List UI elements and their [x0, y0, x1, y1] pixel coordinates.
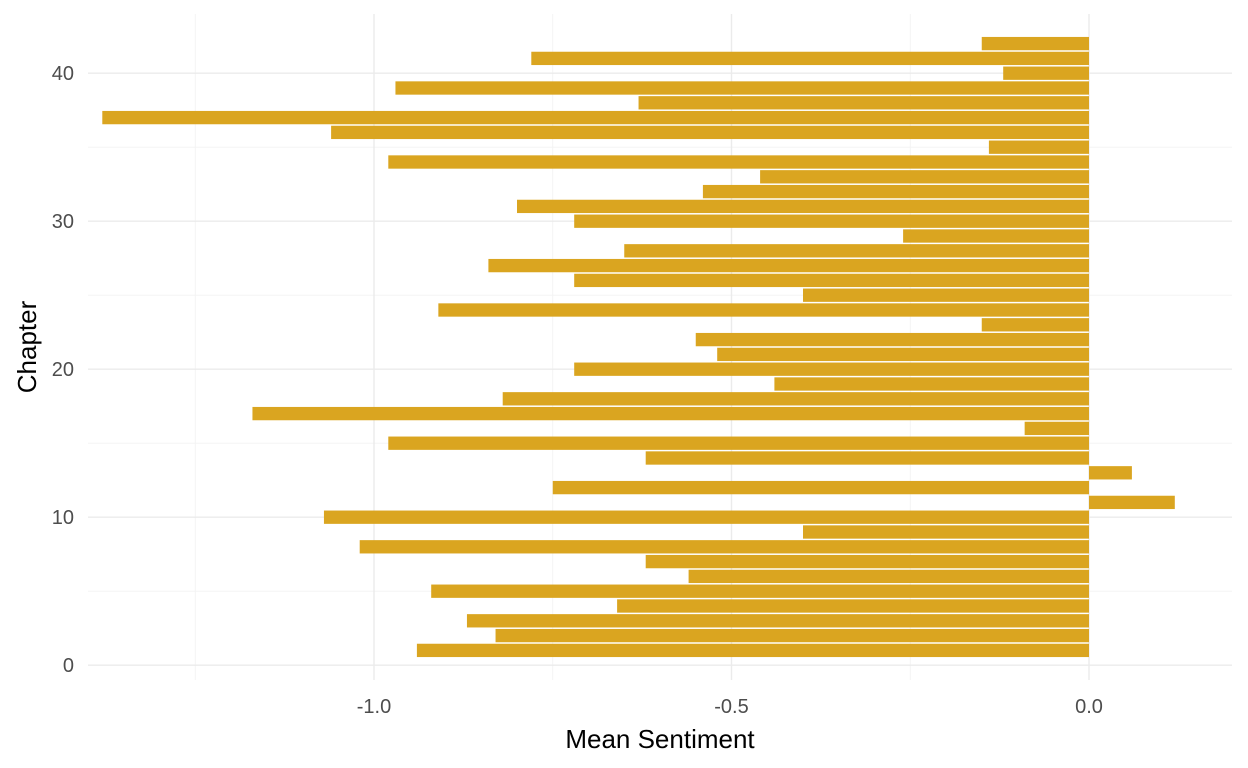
bar-chapter-4: [617, 599, 1089, 613]
bar-chapter-6: [688, 569, 1089, 584]
bar-chapter-7: [645, 554, 1089, 569]
bar-chapter-2: [495, 628, 1089, 643]
bar-chapter-31: [517, 199, 1089, 214]
bar-chapter-27: [488, 258, 1089, 273]
bar-chapter-26: [574, 273, 1089, 288]
bar-chapter-10: [323, 510, 1089, 524]
x-tick-label: 0.0: [1075, 696, 1103, 718]
bar-chapter-39: [395, 81, 1089, 95]
bar-chapter-28: [624, 244, 1089, 258]
bar-chapter-25: [803, 288, 1089, 302]
bar-chapter-14: [645, 451, 1089, 465]
y-tick-label: 20: [52, 359, 74, 381]
bar-chapter-34: [388, 155, 1089, 169]
bar-chapter-38: [638, 96, 1089, 110]
y-tick-label: 10: [52, 507, 74, 529]
bar-chapter-18: [502, 392, 1089, 406]
bar-chapter-16: [1024, 421, 1089, 436]
bar-chapter-8: [359, 540, 1089, 554]
bar-chapter-36: [331, 125, 1090, 140]
bar-chapter-37: [102, 110, 1090, 125]
bar-chapter-11: [1089, 495, 1175, 510]
tick-labels: -1.0 -0.5 0.0 0 10 20 30 40: [52, 63, 1103, 718]
x-axis-title: Mean Sentiment: [565, 724, 755, 754]
bar-chapter-21: [717, 347, 1089, 362]
bar-chapter-12: [552, 480, 1089, 495]
bar-chapter-24: [438, 303, 1090, 317]
bar-chapter-1: [416, 643, 1089, 658]
x-tick-label: -0.5: [714, 696, 748, 718]
bar-chapter-13: [1089, 466, 1132, 480]
bar-chapter-5: [431, 584, 1089, 598]
bar-chapter-22: [695, 332, 1089, 347]
bar-chapter-15: [388, 436, 1089, 450]
bar-chapter-20: [574, 362, 1089, 376]
bar-chapter-40: [1003, 66, 1089, 80]
bar-chapter-41: [531, 51, 1089, 66]
bar-chapter-3: [466, 614, 1089, 628]
y-axis-title: Chapter: [12, 300, 42, 393]
bars: [102, 36, 1175, 658]
bar-chapter-29: [903, 229, 1089, 243]
y-tick-label: 0: [63, 655, 74, 677]
y-tick-label: 40: [52, 63, 74, 85]
y-tick-label: 30: [52, 211, 74, 233]
bar-chapter-33: [760, 170, 1089, 184]
bar-chapter-42: [981, 36, 1089, 51]
bar-chapter-30: [574, 214, 1089, 228]
bar-chapter-35: [988, 140, 1089, 154]
bar-chapter-19: [774, 377, 1089, 391]
bar-chapter-23: [981, 318, 1089, 332]
bar-chapter-9: [803, 525, 1089, 539]
bar-chapter-32: [702, 184, 1089, 199]
bar-chapter-17: [252, 406, 1089, 421]
x-tick-label: -1.0: [357, 696, 391, 718]
